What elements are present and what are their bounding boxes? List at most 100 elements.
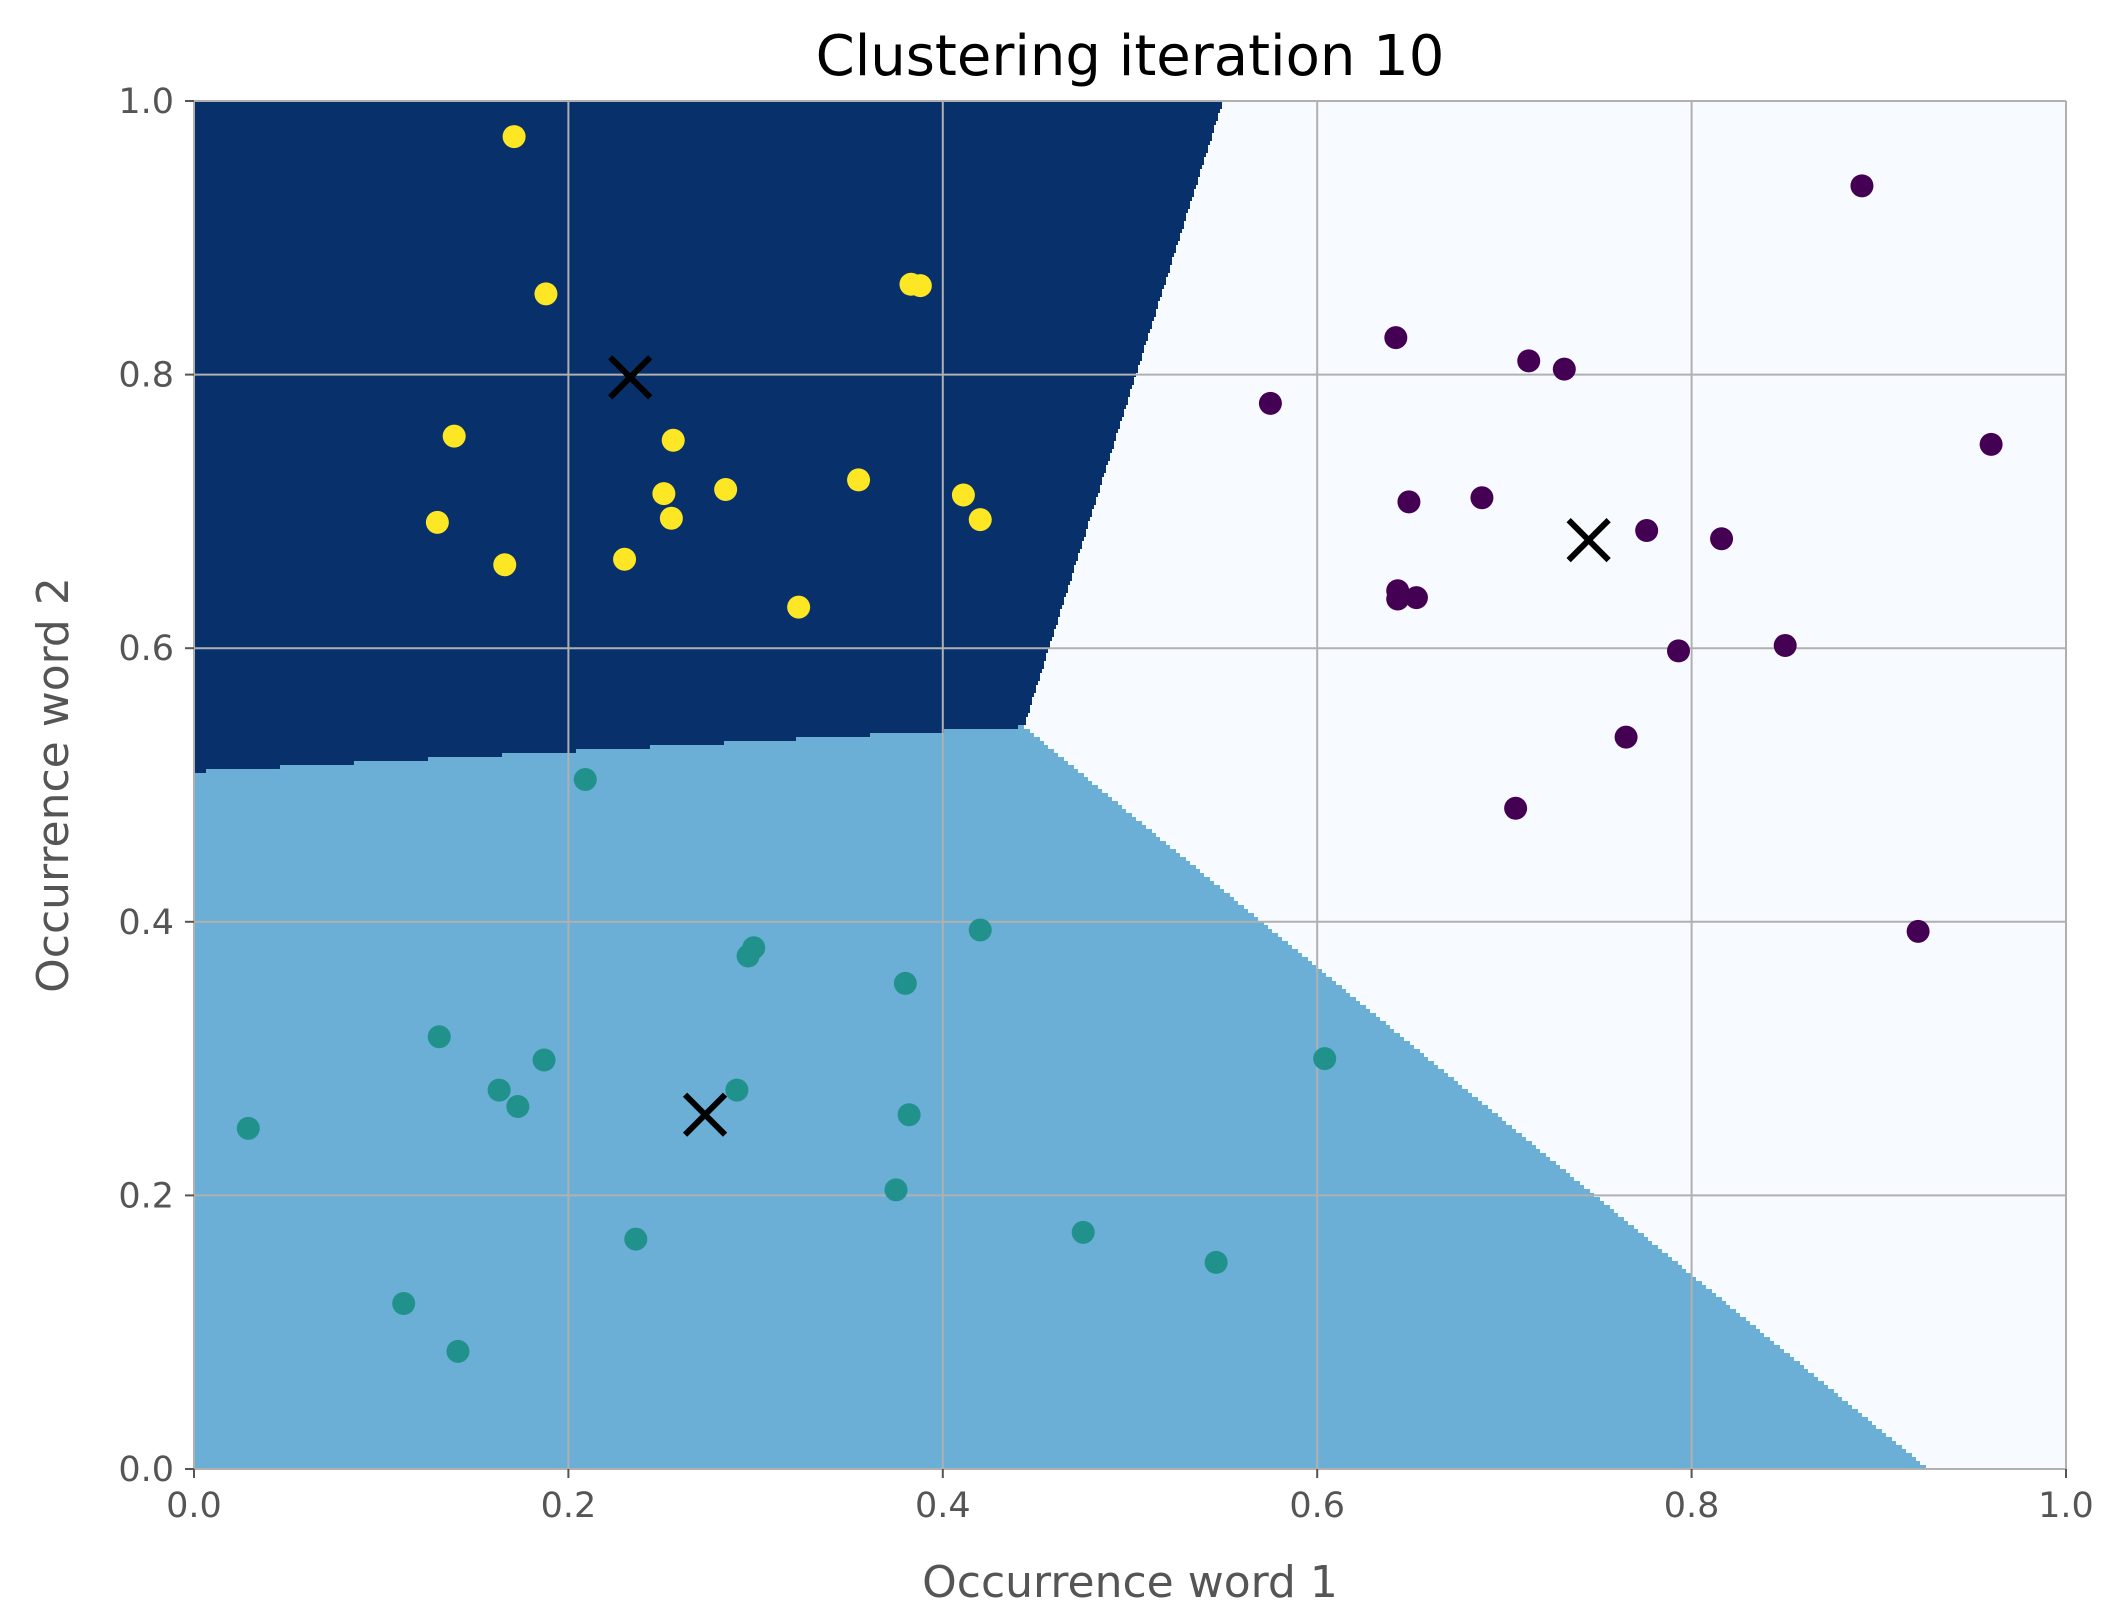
cluster-1-point <box>908 274 932 298</box>
region-strip <box>1106 469 2066 474</box>
region-strip <box>194 577 1073 582</box>
region-strip <box>1560 1165 2066 1170</box>
region-strip <box>194 285 1165 290</box>
region-strip <box>194 529 1087 534</box>
region-strip <box>1220 885 2066 890</box>
region-strip <box>1112 797 2066 802</box>
region-strip <box>1170 265 2066 270</box>
region-strip <box>1756 1325 2066 1330</box>
region-strip <box>194 693 1035 698</box>
region-strip <box>1130 393 2066 398</box>
region-strip <box>194 1417 1869 1422</box>
region-strip <box>1096 497 2066 502</box>
region-strip <box>1178 241 2066 246</box>
region-strip <box>1048 649 2066 654</box>
region-strip <box>194 557 1079 562</box>
region-strip <box>870 733 1035 738</box>
region-strip <box>194 393 1131 398</box>
region-strip <box>1028 713 2066 718</box>
cluster-2-point <box>1313 1047 1337 1071</box>
x-tick-label: 0.2 <box>541 1486 597 1526</box>
region-strip <box>194 757 429 762</box>
chart-title: Clustering iteration 10 <box>816 24 1445 89</box>
region-strip <box>1858 1409 2066 1414</box>
region-strip <box>1156 309 2066 314</box>
region-strip <box>1124 409 2066 414</box>
region-strip <box>194 1357 1795 1362</box>
region-strip <box>1234 897 2066 902</box>
cluster-1-point <box>613 547 637 571</box>
region-strip <box>194 457 1111 462</box>
region-strip <box>194 1369 1809 1374</box>
region-strip <box>194 997 1357 1002</box>
region-strip <box>1444 1069 2066 1074</box>
cluster-2-point <box>884 1178 908 1202</box>
region-strip <box>1292 945 2066 950</box>
region-strip <box>1156 833 2066 838</box>
region-strip <box>194 993 1351 998</box>
region-strip <box>194 825 1147 830</box>
region-strip <box>1818 1377 2066 1382</box>
region-strip <box>194 1265 1683 1270</box>
region-strip <box>1074 765 2066 770</box>
region-strip <box>194 789 1103 794</box>
cluster-2-point <box>1071 1220 1095 1244</box>
region-strip <box>194 125 1215 130</box>
region-strip <box>194 481 1103 486</box>
cluster-3-point <box>1258 391 1282 415</box>
region-strip <box>1790 1353 2066 1358</box>
region-strip <box>1882 1429 2066 1434</box>
region-strip <box>194 841 1167 846</box>
region-strip <box>1036 689 2066 694</box>
region-strip <box>194 877 1211 882</box>
cluster-3-point <box>1773 633 1797 657</box>
region-strip <box>194 869 1201 874</box>
data-points <box>236 125 2003 1363</box>
region-strip <box>1112 449 2066 454</box>
region-strip <box>1478 1097 2066 1102</box>
region-strip <box>194 657 1047 662</box>
region-strip <box>194 629 1055 634</box>
region-strip <box>194 1325 1757 1330</box>
region-strip <box>194 1033 1401 1038</box>
region-strip <box>194 665 1045 670</box>
region-strip <box>194 573 1073 578</box>
region-strip <box>1180 853 2066 858</box>
region-strip <box>194 365 1139 370</box>
region-strip <box>1142 821 2066 826</box>
region-strip <box>194 865 1197 870</box>
region-strip <box>1052 637 2066 642</box>
region-strip <box>194 317 1155 322</box>
region-strip <box>1356 997 2066 1002</box>
region-strip <box>194 1401 1849 1406</box>
region-strip <box>1130 389 2066 394</box>
region-strip <box>1156 313 2066 318</box>
region-strip <box>1902 1445 2066 1450</box>
region-strip <box>1624 1217 2066 1222</box>
region-strip <box>796 737 1041 742</box>
region-strip <box>194 473 1105 478</box>
region-strip <box>1892 1437 2066 1442</box>
cluster-1-point <box>534 282 558 306</box>
region-strip <box>194 981 1337 986</box>
region-strip <box>194 917 1259 922</box>
region-strip <box>1692 1273 2066 1278</box>
region-strip <box>1066 593 2066 598</box>
region-strip <box>194 849 1177 854</box>
x-tick-label: 0.6 <box>1289 1486 1345 1526</box>
region-strip <box>194 449 1113 454</box>
region-strip <box>1100 485 2066 490</box>
region-strip <box>1726 1301 2066 1306</box>
cluster-2-point <box>1204 1250 1228 1274</box>
region-strip <box>194 269 1171 274</box>
region-strip <box>1214 125 2066 130</box>
region-strip <box>1254 913 2066 918</box>
region-strip <box>1186 857 2066 862</box>
region-strip <box>1054 629 2066 634</box>
region-strip <box>1118 429 2066 434</box>
region-strip <box>194 197 1193 202</box>
region-strip <box>1808 1369 2066 1374</box>
region-strip <box>194 1173 1571 1178</box>
region-strip <box>194 485 1101 490</box>
x-tick-label: 0.0 <box>166 1486 222 1526</box>
